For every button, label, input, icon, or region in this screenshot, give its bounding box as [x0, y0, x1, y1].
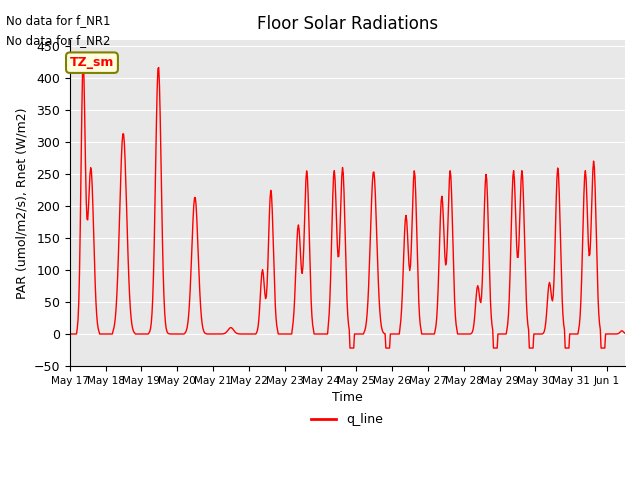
Legend: q_line: q_line: [307, 408, 388, 432]
X-axis label: Time: Time: [332, 391, 363, 404]
Text: No data for f_NR2: No data for f_NR2: [6, 34, 111, 47]
Text: TZ_sm: TZ_sm: [70, 56, 114, 69]
Y-axis label: PAR (umol/m2/s), Rnet (W/m2): PAR (umol/m2/s), Rnet (W/m2): [15, 107, 28, 299]
Text: No data for f_NR1: No data for f_NR1: [6, 14, 111, 27]
Title: Floor Solar Radiations: Floor Solar Radiations: [257, 15, 438, 33]
